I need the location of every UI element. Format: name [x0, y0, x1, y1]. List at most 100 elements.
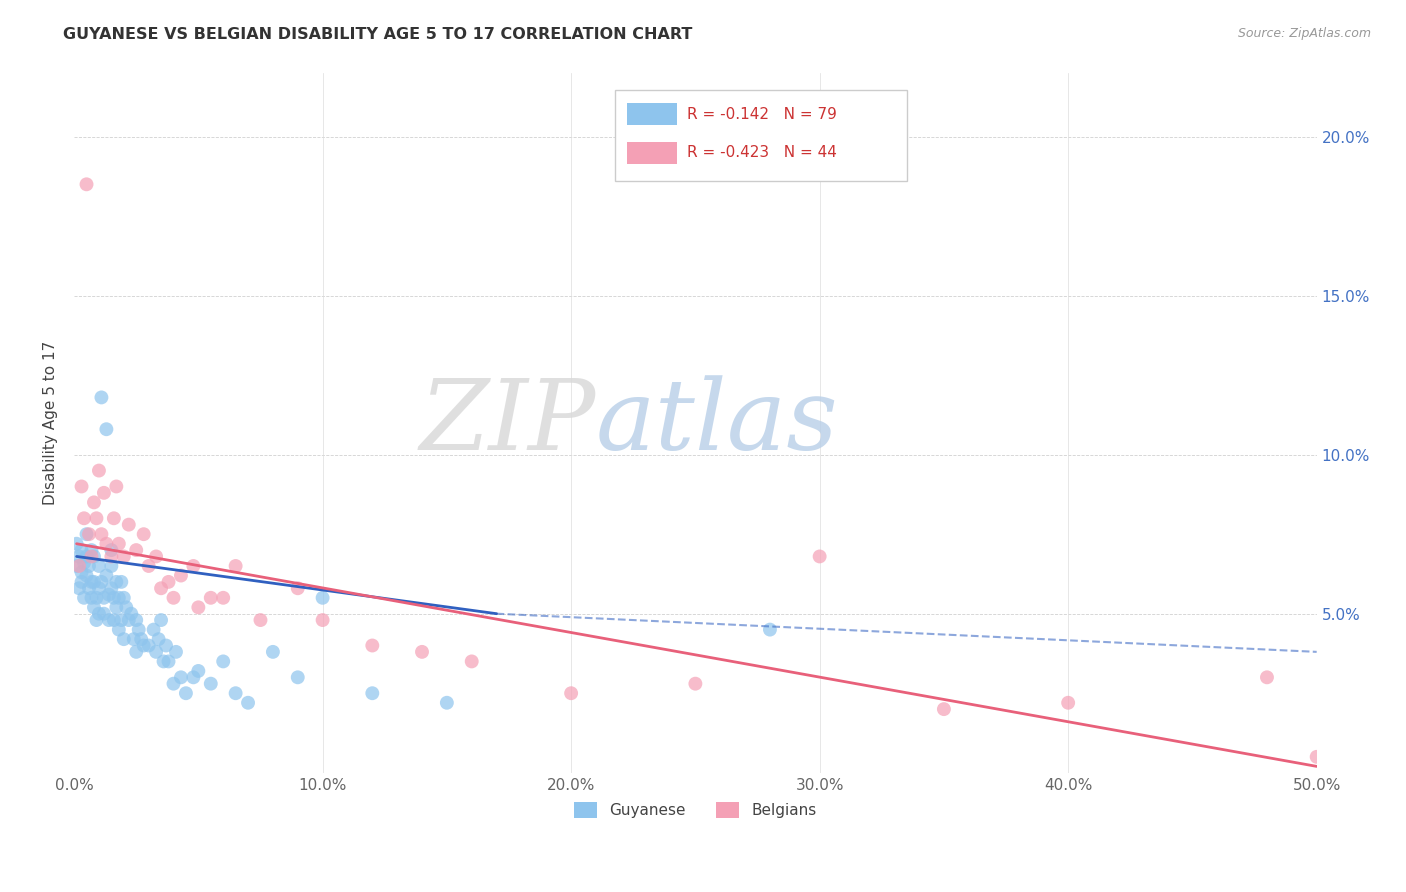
- Point: [100, 543, 122, 558]
- Point: [212, 591, 235, 605]
- Legend: Guyanese, Belgians: Guyanese, Belgians: [568, 797, 823, 824]
- Point: [77, 559, 100, 574]
- Point: [411, 645, 433, 659]
- Point: [87, 607, 110, 621]
- Point: [1256, 670, 1278, 684]
- Point: [96, 568, 118, 582]
- Point: [77, 581, 100, 595]
- Point: [932, 702, 955, 716]
- Point: [170, 568, 193, 582]
- Point: [76, 568, 98, 582]
- Point: [183, 559, 205, 574]
- FancyBboxPatch shape: [627, 142, 676, 164]
- Point: [125, 543, 148, 558]
- Point: [108, 537, 131, 551]
- Point: [262, 645, 284, 659]
- Text: atlas: atlas: [596, 376, 839, 470]
- Point: [70, 543, 93, 558]
- Point: [90, 527, 112, 541]
- Point: [122, 632, 145, 647]
- Text: ZIP: ZIP: [420, 376, 596, 470]
- Point: [436, 696, 458, 710]
- FancyBboxPatch shape: [627, 103, 676, 126]
- Point: [80, 549, 103, 564]
- Point: [200, 676, 222, 690]
- Point: [83, 574, 105, 589]
- Point: [225, 559, 247, 574]
- Point: [361, 639, 384, 653]
- Point: [80, 574, 103, 589]
- Point: [108, 623, 131, 637]
- Point: [145, 645, 167, 659]
- Point: [100, 559, 122, 574]
- Point: [90, 574, 112, 589]
- Point: [129, 632, 152, 647]
- Point: [170, 670, 193, 684]
- Point: [80, 591, 103, 605]
- Text: R = -0.423   N = 44: R = -0.423 N = 44: [686, 145, 837, 161]
- Point: [87, 464, 110, 478]
- Point: [65, 537, 87, 551]
- Point: [132, 639, 155, 653]
- Point: [86, 591, 108, 605]
- Point: [461, 654, 484, 668]
- Point: [73, 591, 96, 605]
- Point: [200, 591, 222, 605]
- Point: [125, 613, 148, 627]
- Point: [162, 676, 184, 690]
- Point: [150, 613, 173, 627]
- Point: [112, 591, 135, 605]
- Point: [287, 670, 309, 684]
- Point: [685, 676, 707, 690]
- Point: [142, 623, 165, 637]
- Point: [76, 549, 98, 564]
- Point: [118, 517, 141, 532]
- Point: [100, 549, 122, 564]
- Point: [86, 613, 108, 627]
- Point: [96, 537, 118, 551]
- Point: [311, 613, 333, 627]
- Point: [70, 574, 93, 589]
- Point: [162, 591, 184, 605]
- Point: [187, 600, 209, 615]
- Point: [128, 623, 150, 637]
- Point: [83, 495, 105, 509]
- Point: [311, 591, 333, 605]
- Point: [83, 549, 105, 564]
- Point: [90, 391, 112, 405]
- Point: [118, 613, 141, 627]
- Point: [96, 422, 118, 436]
- Point: [103, 511, 125, 525]
- Y-axis label: Disability Age 5 to 17: Disability Age 5 to 17: [44, 341, 58, 505]
- Point: [87, 581, 110, 595]
- Point: [212, 654, 235, 668]
- Point: [808, 549, 831, 564]
- Point: [77, 527, 100, 541]
- Point: [80, 543, 103, 558]
- Point: [108, 591, 131, 605]
- Point: [105, 600, 128, 615]
- Point: [97, 613, 120, 627]
- Point: [225, 686, 247, 700]
- Point: [157, 574, 180, 589]
- Point: [236, 696, 259, 710]
- Point: [65, 559, 87, 574]
- Point: [112, 632, 135, 647]
- Point: [110, 574, 132, 589]
- Point: [83, 600, 105, 615]
- Point: [67, 581, 90, 595]
- Point: [67, 549, 90, 564]
- Point: [759, 623, 782, 637]
- Point: [103, 591, 125, 605]
- Point: [138, 559, 160, 574]
- Point: [76, 178, 98, 192]
- Point: [93, 607, 115, 621]
- Text: GUYANESE VS BELGIAN DISABILITY AGE 5 TO 17 CORRELATION CHART: GUYANESE VS BELGIAN DISABILITY AGE 5 TO …: [63, 27, 693, 42]
- Point: [100, 581, 122, 595]
- Point: [132, 527, 155, 541]
- Point: [361, 686, 384, 700]
- Point: [157, 654, 180, 668]
- Point: [138, 639, 160, 653]
- Point: [103, 613, 125, 627]
- Point: [1057, 696, 1080, 710]
